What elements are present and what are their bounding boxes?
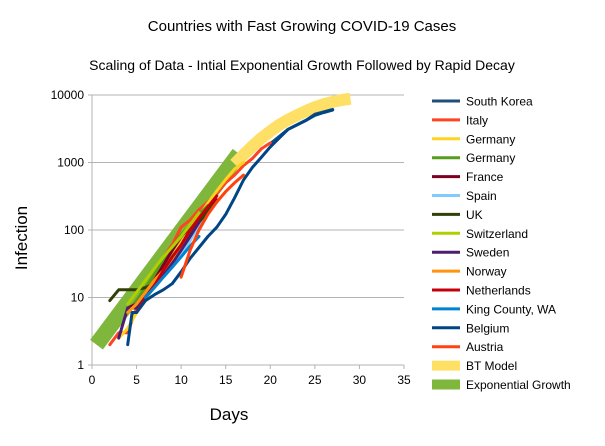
x-tick-label: 20 bbox=[264, 373, 278, 387]
x-tick-label: 10 bbox=[174, 373, 188, 387]
series-line-austria-13 bbox=[179, 173, 245, 279]
legend-label-germany-3: Germany bbox=[466, 151, 515, 165]
legend-label-sweden-8: Sweden bbox=[466, 246, 509, 260]
x-tick-label: 25 bbox=[308, 373, 322, 387]
y-tick-label: 1000 bbox=[57, 156, 84, 170]
legend-label-spain-5: Spain bbox=[466, 189, 497, 203]
legend-label-switzerland-7: Switzerland bbox=[466, 227, 528, 241]
legend: South Korea Italy Germany Germany France Spai… bbox=[432, 95, 571, 392]
legend-label-exponential-growth-15: Exponential Growth bbox=[466, 378, 571, 392]
y-axis-label: Infection bbox=[12, 206, 31, 270]
x-tick-label: 0 bbox=[89, 373, 96, 387]
y-tick-label: 10000 bbox=[51, 88, 85, 102]
series-line-king-county-wa-11 bbox=[144, 235, 201, 299]
y-tick-label: 100 bbox=[64, 223, 84, 237]
x-tick-label: 15 bbox=[219, 373, 233, 387]
legend-label-south-korea-0: South Korea bbox=[466, 95, 533, 109]
y-tick-label: 1 bbox=[77, 358, 84, 372]
y-tick-label: 10 bbox=[71, 291, 85, 305]
legend-label-austria-13: Austria bbox=[466, 340, 504, 354]
legend-label-netherlands-10: Netherlands bbox=[466, 284, 531, 298]
legend-label-king-county-wa-11: King County, WA bbox=[466, 302, 556, 316]
x-tick-label: 30 bbox=[353, 373, 367, 387]
legend-label-uk-6: UK bbox=[466, 208, 483, 222]
legend-label-bt-model-14: BT Model bbox=[466, 359, 517, 373]
legend-label-belgium-12: Belgium bbox=[466, 321, 509, 335]
chart-subtitle: Scaling of Data - Intial Exponential Gro… bbox=[89, 57, 515, 73]
x-axis-label: Days bbox=[210, 405, 249, 424]
chart-title: Countries with Fast Growing COVID-19 Cas… bbox=[148, 18, 456, 35]
series-layer bbox=[90, 92, 352, 350]
legend-label-norway-9: Norway bbox=[466, 265, 507, 279]
series-line-bt-model-14 bbox=[230, 92, 352, 169]
axes: 1 10 100 1000 10000 0 5 10 15 20 25 30 35 bbox=[51, 88, 411, 387]
legend-label-germany-2: Germany bbox=[466, 132, 515, 146]
x-tick-label: 5 bbox=[133, 373, 140, 387]
legend-label-italy-1: Italy bbox=[466, 113, 488, 127]
series-line-switzerland-7 bbox=[126, 211, 201, 306]
x-tick-label: 35 bbox=[397, 373, 411, 387]
legend-label-france-4: France bbox=[466, 170, 504, 184]
series-line-belgium-12 bbox=[126, 108, 335, 347]
